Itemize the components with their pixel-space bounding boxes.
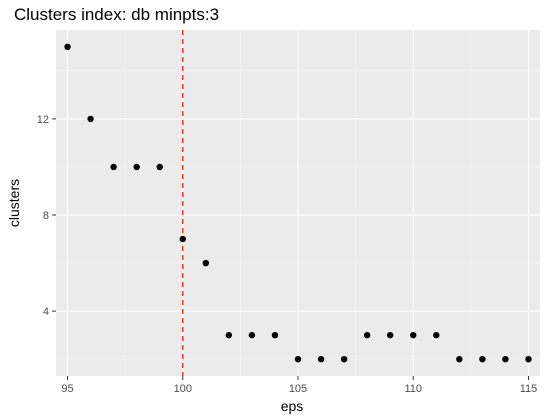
x-tick-label: 95 (61, 383, 73, 395)
x-tick-label: 115 (520, 383, 538, 395)
data-point (271, 331, 279, 339)
data-point (202, 259, 210, 267)
data-point (410, 331, 417, 339)
x-tick-label: 100 (174, 383, 192, 395)
data-point (340, 355, 348, 363)
x-axis-title: eps (281, 398, 304, 414)
y-axis-title: clusters (6, 179, 22, 227)
y-tick-label: 12 (37, 114, 49, 126)
data-point (225, 331, 233, 339)
data-point (502, 355, 509, 363)
chart-title: Clusters index: db minpts:3 (14, 5, 219, 24)
data-point (317, 355, 325, 363)
data-point (386, 331, 394, 339)
data-point (156, 163, 163, 171)
data-point (363, 331, 371, 339)
x-axis: 95 100 105 110 115 (61, 376, 537, 395)
data-points (64, 43, 532, 363)
data-point (248, 331, 256, 339)
x-tick-label: 105 (289, 383, 307, 395)
data-point (179, 235, 186, 243)
y-tick-label: 8 (43, 210, 49, 222)
data-point (110, 163, 117, 171)
y-tick-label: 4 (43, 306, 49, 318)
y-axis: 4 8 12 (37, 114, 56, 318)
data-point (294, 355, 302, 363)
data-point (456, 355, 463, 363)
data-point (433, 331, 440, 339)
data-point (64, 43, 71, 51)
x-tick-label: 110 (404, 383, 422, 395)
data-point (87, 115, 94, 123)
data-point (525, 355, 532, 363)
data-point (133, 163, 140, 171)
data-point (479, 355, 486, 363)
